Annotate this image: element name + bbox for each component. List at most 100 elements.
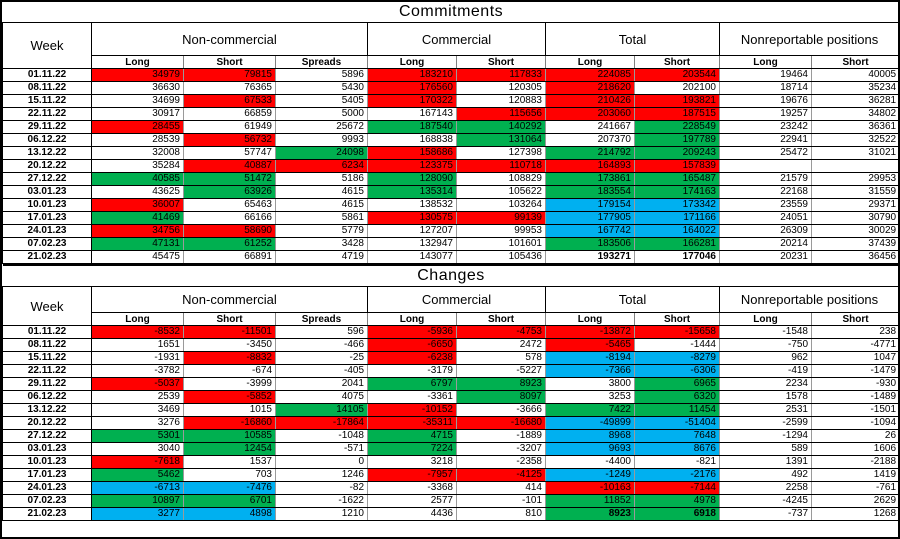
group-header-commercial: Commercial — [367, 286, 546, 313]
value-cell: -8279 — [634, 351, 720, 365]
group-header-non-commercial: Non-commercial — [91, 286, 368, 313]
week-cell: 01.11.22 — [2, 68, 92, 82]
value-cell: 164022 — [634, 224, 720, 238]
value-cell: 183506 — [545, 237, 635, 251]
value-cell: 34979 — [91, 68, 184, 82]
col-header-nr-short: Short — [810, 55, 898, 69]
value-cell: 19257 — [719, 107, 812, 121]
value-cell: 19464 — [719, 68, 812, 82]
week-cell: 08.11.22 — [2, 81, 92, 95]
value-cell: -8832 — [183, 351, 276, 365]
table-row: 15.11.22 -1931 -8832 -25 -6238 578 -8194 -8279 9… — [2, 351, 898, 365]
value-cell: -3207 — [456, 442, 546, 456]
value-cell: 31021 — [810, 146, 898, 160]
value-cell: -1489 — [810, 390, 898, 404]
value-cell: 165487 — [634, 172, 720, 186]
value-cell: -7144 — [634, 481, 720, 495]
value-cell: 36456 — [810, 250, 898, 264]
table-row: 06.12.22 2539 -5852 4075 -3361 8097 3253 6320 15… — [2, 390, 898, 404]
value-cell: 2258 — [719, 481, 812, 495]
value-cell: 8968 — [545, 429, 635, 443]
value-cell: -16680 — [456, 416, 546, 430]
value-cell: -1094 — [810, 416, 898, 430]
value-cell: 143077 — [367, 250, 457, 264]
value-cell: -3368 — [367, 481, 457, 495]
value-cell: 2629 — [810, 494, 898, 508]
value-cell: 5896 — [275, 68, 368, 82]
col-header-nr-long: Long — [719, 55, 812, 69]
value-cell: 3428 — [275, 237, 368, 251]
value-cell: 57747 — [183, 146, 276, 160]
value-cell: 5430 — [275, 81, 368, 95]
value-cell: 5186 — [275, 172, 368, 186]
value-cell: 36630 — [91, 81, 184, 95]
value-cell: 238 — [810, 325, 898, 339]
value-cell: -5852 — [183, 390, 276, 404]
value-cell: 105622 — [456, 185, 546, 199]
value-cell: 1537 — [183, 455, 276, 469]
value-cell: 103264 — [456, 198, 546, 212]
value-cell: 4615 — [275, 185, 368, 199]
table-row: 22.11.22 30917 66859 5000 167143 115656 203060… — [2, 107, 898, 121]
week-cell: 10.01.23 — [2, 455, 92, 469]
value-cell: -419 — [719, 364, 812, 378]
value-cell: 26309 — [719, 224, 812, 238]
value-cell: 6320 — [634, 390, 720, 404]
value-cell: 183210 — [367, 68, 457, 82]
value-cell: -1501 — [810, 403, 898, 417]
value-cell: 589 — [719, 442, 812, 456]
value-cell: -1294 — [719, 429, 812, 443]
changes-table: Changes Week Non-commercial Commercial T… — [2, 264, 898, 521]
value-cell: 35234 — [810, 81, 898, 95]
value-cell: -2176 — [634, 468, 720, 482]
value-cell: -10163 — [545, 481, 635, 495]
value-cell: -4245 — [719, 494, 812, 508]
value-cell: 8097 — [456, 390, 546, 404]
value-cell: 197789 — [634, 133, 720, 147]
commitments-title: Commitments — [2, 2, 898, 23]
value-cell: -466 — [275, 338, 368, 352]
table-row: 01.11.22 34979 79815 5896 183210 117833 224085… — [2, 68, 898, 82]
value-cell: 7422 — [545, 403, 635, 417]
value-cell: 40005 — [810, 68, 898, 82]
value-cell: -930 — [810, 377, 898, 391]
value-cell: 1246 — [275, 468, 368, 482]
value-cell: 11852 — [545, 494, 635, 508]
value-cell: -17864 — [275, 416, 368, 430]
value-cell: 4436 — [367, 507, 457, 521]
value-cell: 173861 — [545, 172, 635, 186]
sub-header-row: Long Short Spreads Long Short Long Short… — [3, 55, 898, 69]
col-header-c-long: Long — [367, 312, 457, 326]
group-header-total: Total — [545, 22, 720, 56]
value-cell: 30790 — [810, 211, 898, 225]
col-header-nr-short: Short — [810, 312, 898, 326]
value-cell: 166281 — [634, 237, 720, 251]
col-header-nc-short: Short — [183, 55, 276, 69]
value-cell: -8532 — [91, 325, 184, 339]
value-cell: 40585 — [91, 172, 184, 186]
value-cell: -49899 — [545, 416, 635, 430]
col-header-t-short: Short — [634, 55, 720, 69]
value-cell: -6306 — [634, 364, 720, 378]
group-header-row: Week Non-commercial Commercial Total Non… — [2, 22, 898, 69]
week-cell: 15.11.22 — [2, 351, 92, 365]
week-cell: 01.11.22 — [2, 325, 92, 339]
value-cell: -6713 — [91, 481, 184, 495]
week-cell: 15.11.22 — [2, 94, 92, 108]
value-cell: -1249 — [545, 468, 635, 482]
value-cell: 34802 — [810, 107, 898, 121]
value-cell: -3450 — [183, 338, 276, 352]
col-header-c-long: Long — [367, 55, 457, 69]
value-cell: 187515 — [634, 107, 720, 121]
value-cell: 3276 — [91, 416, 184, 430]
week-cell: 21.02.23 — [2, 507, 92, 521]
week-cell: 21.02.23 — [2, 250, 92, 264]
value-cell: 1391 — [719, 455, 812, 469]
value-cell: 25672 — [275, 120, 368, 134]
value-cell: 65463 — [183, 198, 276, 212]
value-cell: 2539 — [91, 390, 184, 404]
value-cell: -101 — [456, 494, 546, 508]
value-cell: 173342 — [634, 198, 720, 212]
value-cell: 4075 — [275, 390, 368, 404]
group-header-total: Total — [545, 286, 720, 313]
